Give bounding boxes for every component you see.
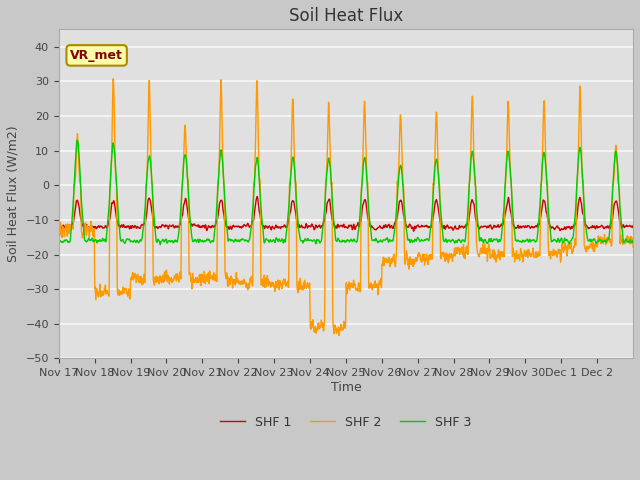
SHF 1 bbox=[55, 225, 63, 230]
SHF 2 bbox=[381, 256, 388, 262]
SHF 2 bbox=[55, 223, 63, 229]
SHF 3 bbox=[621, 237, 629, 243]
SHF 1 bbox=[552, 225, 559, 231]
Title: Soil Heat Flux: Soil Heat Flux bbox=[289, 7, 403, 25]
Text: VR_met: VR_met bbox=[70, 49, 123, 62]
Line: SHF 1: SHF 1 bbox=[59, 196, 633, 231]
SHF 1 bbox=[112, 212, 120, 217]
Line: SHF 3: SHF 3 bbox=[59, 140, 633, 245]
SHF 1 bbox=[253, 193, 261, 199]
Line: SHF 2: SHF 2 bbox=[59, 79, 633, 336]
SHF 1 bbox=[520, 223, 527, 229]
SHF 3 bbox=[113, 179, 120, 184]
SHF 3 bbox=[74, 137, 81, 143]
SHF 1 bbox=[629, 225, 637, 230]
SHF 2 bbox=[335, 333, 343, 338]
Y-axis label: Soil Heat Flux (W/m2): Soil Heat Flux (W/m2) bbox=[7, 126, 20, 262]
SHF 1 bbox=[236, 224, 244, 230]
SHF 2 bbox=[109, 76, 117, 82]
SHF 1 bbox=[621, 224, 629, 229]
SHF 2 bbox=[552, 248, 559, 254]
SHF 3 bbox=[156, 242, 164, 248]
SHF 1 bbox=[381, 225, 388, 230]
SHF 3 bbox=[237, 237, 244, 242]
X-axis label: Time: Time bbox=[330, 381, 361, 394]
SHF 3 bbox=[629, 238, 637, 244]
SHF 3 bbox=[381, 237, 388, 243]
SHF 2 bbox=[629, 244, 637, 250]
SHF 1 bbox=[410, 228, 417, 234]
SHF 2 bbox=[621, 239, 629, 245]
SHF 2 bbox=[113, 180, 120, 186]
SHF 3 bbox=[55, 237, 63, 243]
SHF 3 bbox=[552, 238, 559, 243]
SHF 2 bbox=[520, 253, 527, 259]
SHF 3 bbox=[520, 238, 527, 244]
SHF 2 bbox=[236, 280, 244, 286]
Legend: SHF 1, SHF 2, SHF 3: SHF 1, SHF 2, SHF 3 bbox=[215, 411, 477, 434]
